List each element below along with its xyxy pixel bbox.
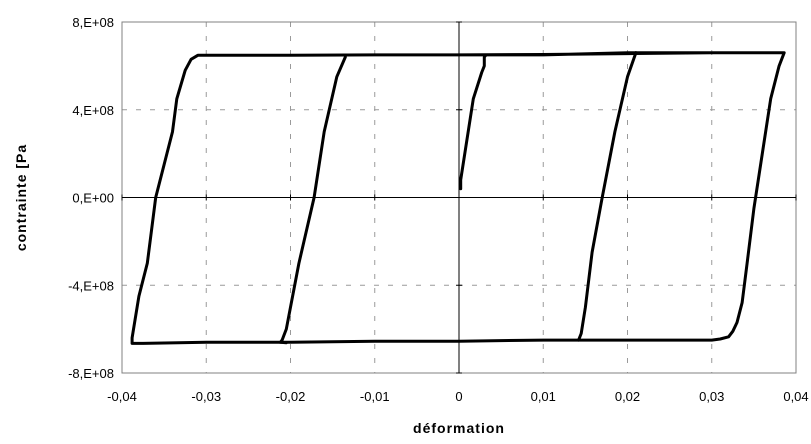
x-tick-label: 0,01 — [531, 389, 556, 404]
x-tick-label: 0 — [455, 389, 462, 404]
x-tick-label: -0,04 — [107, 389, 137, 404]
x-tick-label: 0,04 — [783, 389, 808, 404]
x-tick-label: 0,02 — [615, 389, 640, 404]
y-axis-title: contrainte [Pa — [13, 144, 29, 251]
y-tick-label: 4,E+08 — [72, 103, 114, 118]
y-tick-label: 0,E+00 — [72, 191, 114, 206]
x-tick-label: -0,01 — [360, 389, 390, 404]
y-tick-label: 8,E+08 — [72, 15, 114, 30]
x-tick-label: 0,03 — [699, 389, 724, 404]
series-line-1 — [130, 51, 786, 345]
y-tick-label: -4,E+08 — [68, 278, 114, 293]
x-tick-label: -0,03 — [191, 389, 221, 404]
y-tick-label: -8,E+08 — [68, 366, 114, 381]
x-axis-title: déformation — [413, 420, 505, 436]
series-line-2 — [278, 55, 347, 345]
x-tick-label: -0,02 — [276, 389, 306, 404]
series-line-3 — [577, 51, 638, 342]
